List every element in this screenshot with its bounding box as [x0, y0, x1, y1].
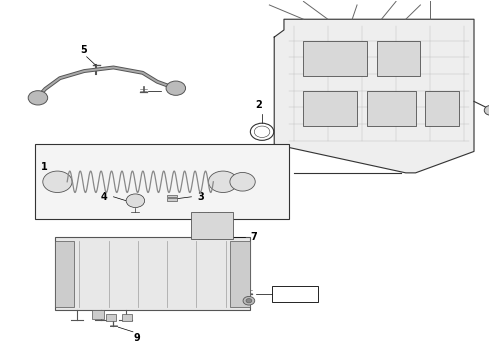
Circle shape [243, 296, 255, 305]
Bar [167, 195, 177, 197]
Circle shape [166, 81, 186, 95]
Circle shape [43, 171, 72, 193]
Text: 4: 4 [101, 192, 108, 202]
Circle shape [484, 105, 490, 115]
Bar [106, 314, 116, 321]
Bar [367, 91, 416, 126]
Bar [192, 212, 233, 239]
Text: 3: 3 [197, 192, 204, 202]
Polygon shape [274, 19, 474, 173]
Circle shape [246, 298, 252, 303]
Circle shape [230, 172, 255, 191]
Bar [35, 144, 289, 219]
Bar [425, 91, 460, 126]
Bar [303, 91, 357, 126]
Bar [376, 41, 420, 76]
Bar [55, 241, 74, 307]
Bar [55, 237, 250, 310]
Bar [167, 198, 177, 202]
Circle shape [28, 91, 48, 105]
Text: 7: 7 [251, 232, 258, 242]
Text: 6: 6 [167, 86, 174, 96]
Text: 1: 1 [41, 162, 48, 172]
Text: 9: 9 [133, 333, 140, 343]
Bar [230, 241, 250, 307]
Bar [122, 314, 132, 321]
Circle shape [126, 194, 145, 207]
Bar [92, 310, 104, 319]
Text: 8: 8 [291, 289, 298, 299]
Circle shape [208, 171, 238, 193]
Bar [272, 286, 318, 302]
Bar [303, 41, 367, 76]
Text: 5: 5 [80, 45, 87, 55]
Text: 2: 2 [255, 100, 262, 111]
